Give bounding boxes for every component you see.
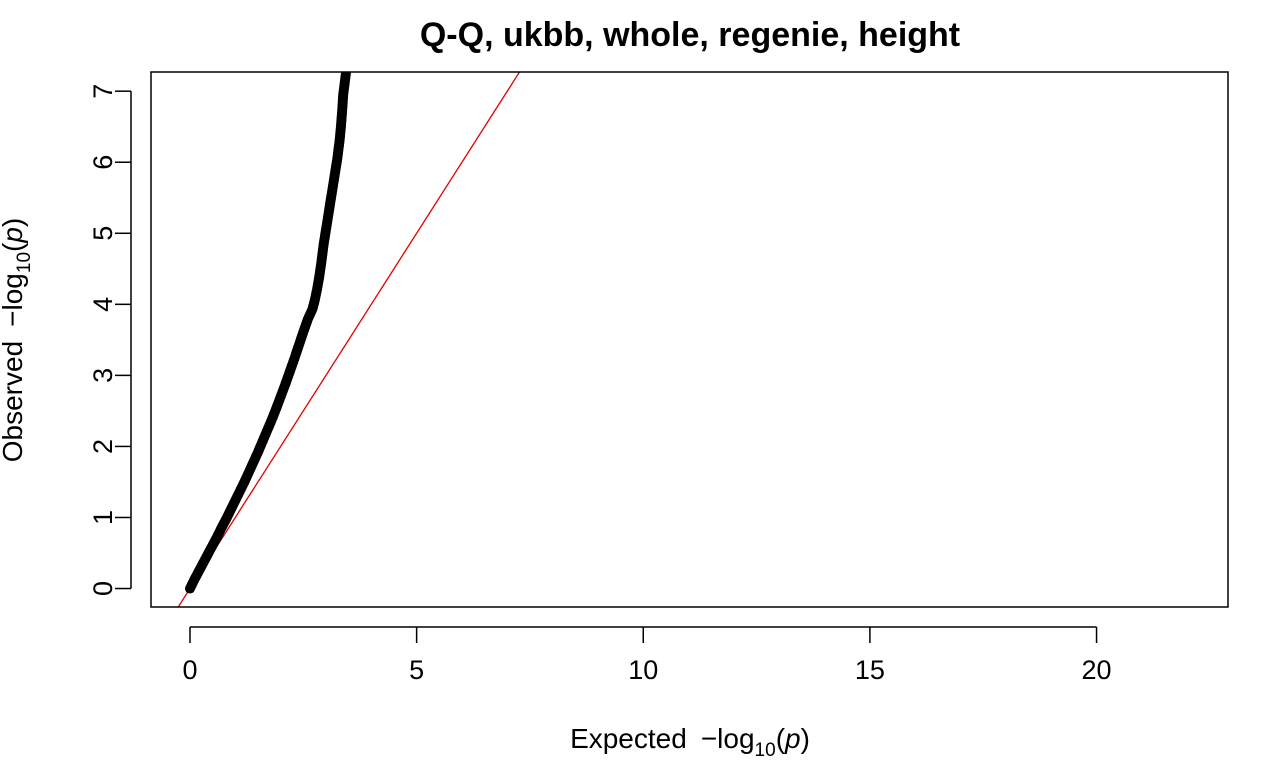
x-axis-label: Expected −log10(p) (570, 723, 810, 761)
qq-point (340, 72, 351, 79)
reference-line (177, 72, 521, 607)
plot-frame (150, 71, 1229, 608)
y-tick-label: 6 (88, 155, 118, 170)
x-tick-label: 5 (409, 655, 424, 685)
x-tick-label: 0 (182, 655, 197, 685)
y-tick-label: 2 (88, 439, 118, 454)
y-tick-label: 4 (88, 297, 118, 312)
y-tick-label: 3 (88, 368, 118, 383)
plot-area (150, 71, 1229, 608)
x-tick-label: 10 (628, 655, 658, 685)
y-axis: 0 1 2 3 4 5 6 7 (88, 84, 132, 596)
y-tick-label: 7 (88, 84, 118, 99)
x-axis: 0 5 10 15 20 (182, 626, 1112, 685)
y-axis-label: Observed−log10(p) (0, 218, 35, 463)
y-tick-label: 1 (88, 510, 118, 525)
points-layer (184, 72, 351, 594)
y-tick-label: 0 (88, 581, 118, 596)
x-tick-label: 15 (855, 655, 885, 685)
chart-title: Q-Q, ukbb, whole, regenie, height (420, 16, 960, 54)
y-tick-label: 5 (88, 226, 118, 241)
x-tick-label: 20 (1082, 655, 1112, 685)
reference-line-layer (177, 72, 521, 607)
